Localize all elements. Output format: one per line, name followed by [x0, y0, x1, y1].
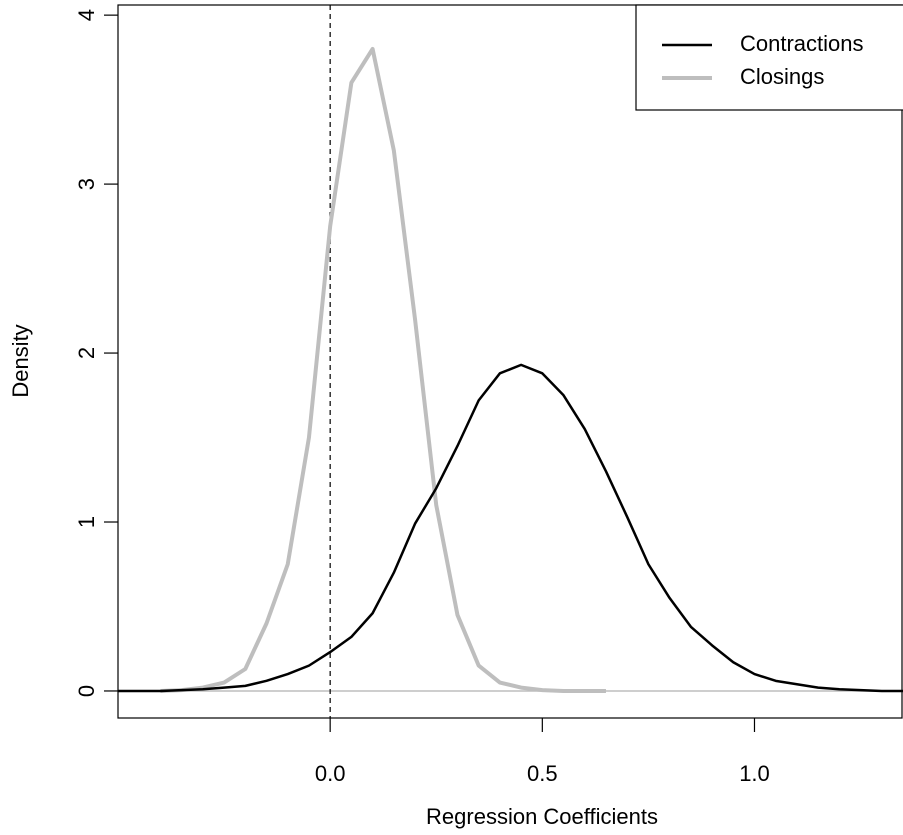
y-axis-label: Density [8, 324, 33, 397]
legend-label: Contractions [740, 31, 864, 56]
y-tick-label: 1 [74, 516, 99, 528]
x-tick-label: 0.5 [527, 761, 558, 786]
y-tick-label: 3 [74, 178, 99, 190]
y-tick-label: 0 [74, 685, 99, 697]
series-line [160, 46, 606, 693]
x-tick-label: 1.0 [739, 761, 770, 786]
plot-frame [117, 4, 903, 719]
legend: Contractions Closings [635, 4, 903, 111]
series-line [118, 363, 903, 693]
x-tick-label: 0.0 [315, 761, 346, 786]
y-tick-label: 4 [74, 9, 99, 21]
legend-label: Closings [740, 64, 824, 89]
legend-box [635, 4, 903, 111]
x-axis-label: Regression Coefficients [426, 804, 658, 829]
plot-area [118, 5, 903, 718]
y-tick-label: 2 [74, 347, 99, 359]
